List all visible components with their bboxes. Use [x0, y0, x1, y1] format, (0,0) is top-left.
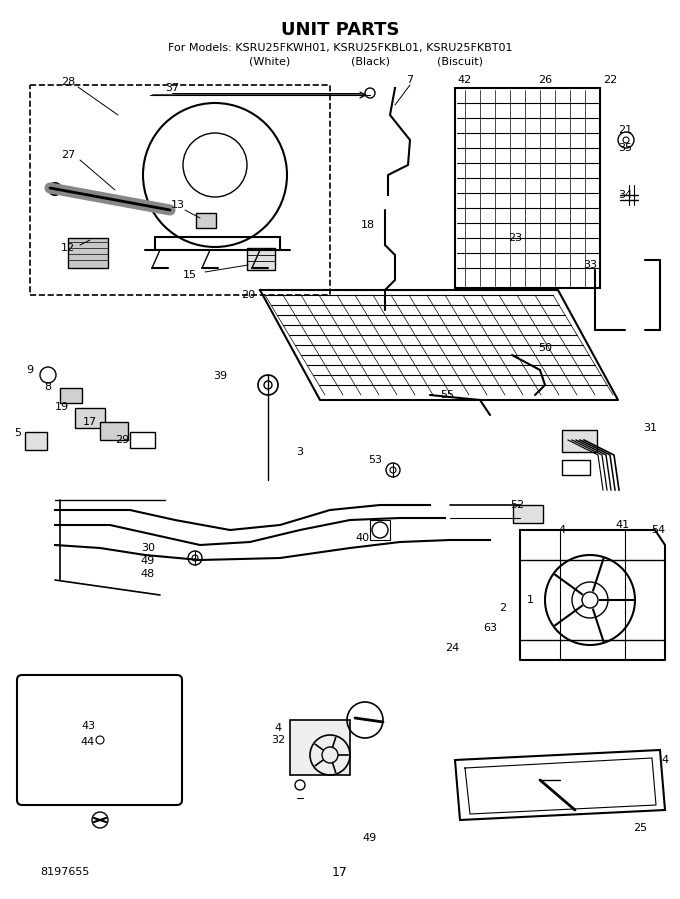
- Text: 3: 3: [296, 447, 303, 457]
- Bar: [196, 213, 216, 228]
- Bar: [455, 88, 600, 288]
- Text: 29: 29: [115, 435, 129, 445]
- Text: 7: 7: [407, 75, 413, 85]
- Bar: [100, 422, 128, 440]
- Text: 30: 30: [141, 543, 155, 553]
- Text: 49: 49: [363, 833, 377, 843]
- Bar: [130, 432, 155, 448]
- Text: 35: 35: [618, 143, 632, 153]
- Text: 15: 15: [183, 270, 197, 280]
- Text: 63: 63: [483, 623, 497, 633]
- Text: (Biscuit): (Biscuit): [437, 57, 483, 67]
- Text: 34: 34: [618, 190, 632, 200]
- Text: 20: 20: [241, 290, 255, 300]
- Text: 44: 44: [81, 737, 95, 747]
- Text: 17: 17: [83, 417, 97, 427]
- Text: 54: 54: [651, 525, 665, 535]
- Bar: [290, 720, 350, 775]
- Text: 21: 21: [618, 125, 632, 135]
- Text: 43: 43: [81, 721, 95, 731]
- Bar: [370, 520, 390, 540]
- Text: 22: 22: [603, 75, 617, 85]
- Text: 28: 28: [61, 77, 75, 87]
- Text: 32: 32: [271, 735, 285, 745]
- Text: 40: 40: [356, 533, 370, 543]
- Text: 9: 9: [27, 365, 33, 375]
- Bar: [513, 505, 543, 523]
- Text: 8197655: 8197655: [40, 867, 89, 877]
- Text: 42: 42: [458, 75, 472, 85]
- Bar: [25, 432, 47, 450]
- Text: 48: 48: [141, 569, 155, 579]
- Bar: [68, 238, 108, 268]
- Text: 31: 31: [643, 423, 657, 433]
- Text: 52: 52: [510, 500, 524, 510]
- Text: 26: 26: [538, 75, 552, 85]
- Text: 12: 12: [61, 243, 75, 253]
- Text: 41: 41: [615, 520, 629, 530]
- Bar: [562, 460, 590, 475]
- Text: 53: 53: [368, 455, 382, 465]
- Text: (White): (White): [250, 57, 290, 67]
- Text: 17: 17: [332, 866, 348, 878]
- Text: 50: 50: [538, 343, 552, 353]
- Text: 55: 55: [440, 390, 454, 400]
- Text: UNIT PARTS: UNIT PARTS: [281, 21, 399, 39]
- Bar: [247, 248, 275, 270]
- Bar: [75, 408, 105, 428]
- Bar: [562, 430, 597, 452]
- Text: (Black): (Black): [350, 57, 390, 67]
- Bar: [30, 85, 330, 295]
- Text: 4: 4: [275, 723, 282, 733]
- Text: 23: 23: [508, 233, 522, 243]
- Text: 19: 19: [55, 402, 69, 412]
- Text: 49: 49: [141, 556, 155, 566]
- Text: 2: 2: [499, 603, 507, 613]
- Text: 13: 13: [171, 200, 185, 210]
- Text: 1: 1: [526, 595, 534, 605]
- Text: 4: 4: [558, 525, 566, 535]
- Text: 37: 37: [165, 83, 179, 93]
- Text: 18: 18: [361, 220, 375, 230]
- Text: 39: 39: [213, 371, 227, 381]
- Text: 24: 24: [445, 643, 459, 653]
- Text: 25: 25: [633, 823, 647, 833]
- Text: 27: 27: [61, 150, 75, 160]
- Text: 5: 5: [14, 428, 22, 438]
- Text: 33: 33: [583, 260, 597, 270]
- Text: 8: 8: [44, 382, 52, 392]
- Text: 4: 4: [662, 755, 668, 765]
- Text: For Models: KSRU25FKWH01, KSRU25FKBL01, KSRU25FKBT01: For Models: KSRU25FKWH01, KSRU25FKBL01, …: [168, 43, 512, 53]
- Bar: [60, 388, 82, 403]
